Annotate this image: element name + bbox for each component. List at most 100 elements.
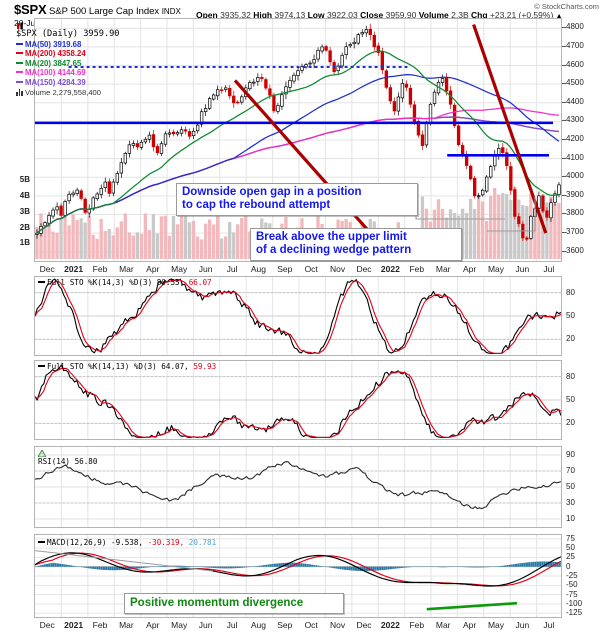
date-axis-label: Jun [515, 620, 530, 630]
macd-histogram-bar [376, 566, 379, 571]
candle-body-outline [328, 50, 332, 63]
price-tick-mark [562, 194, 566, 196]
legend-label-price: $SPX (Daily) 3959.90 [16, 29, 120, 39]
volume-bar [195, 236, 200, 259]
macd-histogram-bar [72, 565, 75, 567]
candle-body [461, 145, 464, 155]
macd-histogram-bar [442, 566, 445, 568]
candle-body [433, 92, 436, 104]
low-value: 3922.03 [326, 10, 358, 20]
candle-body [87, 208, 91, 214]
macd-histogram-bar [313, 565, 316, 567]
macd-histogram-bar [238, 566, 241, 568]
macd-histogram-bar [335, 566, 338, 569]
legend-item-price-series[interactable]: $SPX (Daily) 3959.90 [16, 22, 119, 40]
candle-body [212, 94, 216, 100]
volume-bar [115, 227, 119, 259]
candle-body [421, 134, 424, 146]
volume-bar [489, 195, 493, 259]
candle-body-outline [472, 178, 477, 197]
legend-item-ma100[interactable]: MA(100) 4144.69 [16, 68, 119, 78]
legend-item-ma200[interactable]: MA(200) 4358.24 [16, 49, 119, 59]
candle-body [340, 55, 344, 66]
candle-body-outline [553, 193, 557, 203]
macd-histogram-bar [74, 566, 77, 567]
macd-histogram-bar [109, 566, 112, 571]
candle-body-outline [296, 70, 300, 76]
date-axis-label: May [171, 620, 188, 630]
volume-bar [51, 231, 55, 259]
macd-histogram-bar [543, 561, 546, 567]
candle-body [51, 209, 55, 217]
date-axis-label: Apr [146, 264, 160, 274]
candle-body-outline [260, 77, 264, 79]
macd-legend[interactable]: MACD(12,26,9) -9.538, -30.319, 20.781 [38, 538, 216, 547]
candle-body-outline [529, 215, 533, 239]
candle-body-outline [63, 201, 67, 216]
full-sto-slow-legend[interactable]: Full STO %K(14,13) %D(3) 64.07, 59.93 [38, 362, 216, 371]
date-axis-label: Dec [39, 264, 55, 274]
macd-histogram-bar [317, 565, 320, 567]
sto-slow-tick-label: 50 [566, 395, 575, 404]
macd-histogram-bar [54, 563, 57, 567]
price-tick-mark [562, 232, 566, 234]
candle-body [95, 193, 99, 199]
candle-body-outline [220, 89, 224, 91]
volume-bar [119, 221, 123, 259]
candle-body [103, 182, 107, 188]
macd-histogram-bar [208, 566, 211, 568]
candle-body [348, 44, 352, 46]
candle-body [63, 201, 67, 216]
candle-body [83, 199, 87, 213]
candle-body [549, 202, 553, 218]
volume-bar [549, 196, 553, 259]
sto-slow-tick-label: 20 [566, 418, 575, 428]
candle-body-outline [232, 95, 236, 104]
candle-body [509, 166, 513, 191]
candle-body-outline [127, 144, 132, 154]
price-tick-mark [562, 157, 566, 159]
volume-bar [464, 213, 469, 259]
candle-body [481, 190, 485, 195]
macd-histogram-bar [440, 566, 443, 568]
candle-body [457, 125, 460, 145]
macd-histogram-bar [203, 566, 206, 568]
macd-histogram-bar [558, 562, 561, 567]
legend-item-ma20[interactable]: MA(20) 3847.65 [16, 59, 119, 69]
macd-histogram-bar [186, 566, 189, 567]
macd-histogram-bar [94, 566, 97, 570]
macd-tick-label: -50 [566, 580, 578, 590]
candle-body [111, 182, 115, 194]
macd-histogram-bar [37, 565, 40, 567]
macd-histogram-bar [333, 566, 336, 569]
legend-item-volume[interactable]: Volume 2,279,558,400 [16, 88, 119, 98]
macd-histogram-bar [227, 566, 230, 569]
full-sto-fast-legend[interactable]: Full STO %K(14,3) %D(3) 80.55, 66.07 [38, 278, 212, 287]
candle-body [160, 143, 163, 154]
legend-item-ma150[interactable]: MA(150) 4284.39 [16, 78, 119, 88]
volume-bar [187, 222, 192, 259]
volume-bar [199, 239, 204, 259]
line-swatch-sto-slow-icon [38, 365, 45, 367]
macd-divergence-line [426, 601, 518, 611]
macd-histogram-bar [50, 563, 53, 567]
symbol-ticker[interactable]: $SPX [14, 2, 47, 17]
macd-histogram-bar [59, 563, 62, 567]
volume-bar [35, 226, 39, 259]
macd-histogram-bar [330, 566, 333, 568]
macd-histogram-bar [267, 564, 270, 567]
rsi-legend[interactable]: RSI(14) 56.80 [38, 450, 97, 466]
candle-body [320, 46, 324, 52]
candle-body [364, 29, 368, 33]
macd-histogram-bar [159, 566, 162, 567]
macd-histogram-bar [280, 563, 283, 567]
macd-histogram-bar [144, 566, 147, 568]
legend-item-ma50[interactable]: MA(50) 3919.68 [16, 40, 119, 50]
chg-label: Chg [471, 10, 488, 20]
date-axis-label: Mar [119, 264, 134, 274]
volume-bar [211, 224, 216, 259]
candle-body [240, 96, 244, 103]
macd-histogram-bar [287, 562, 290, 567]
candle-body [208, 98, 211, 109]
